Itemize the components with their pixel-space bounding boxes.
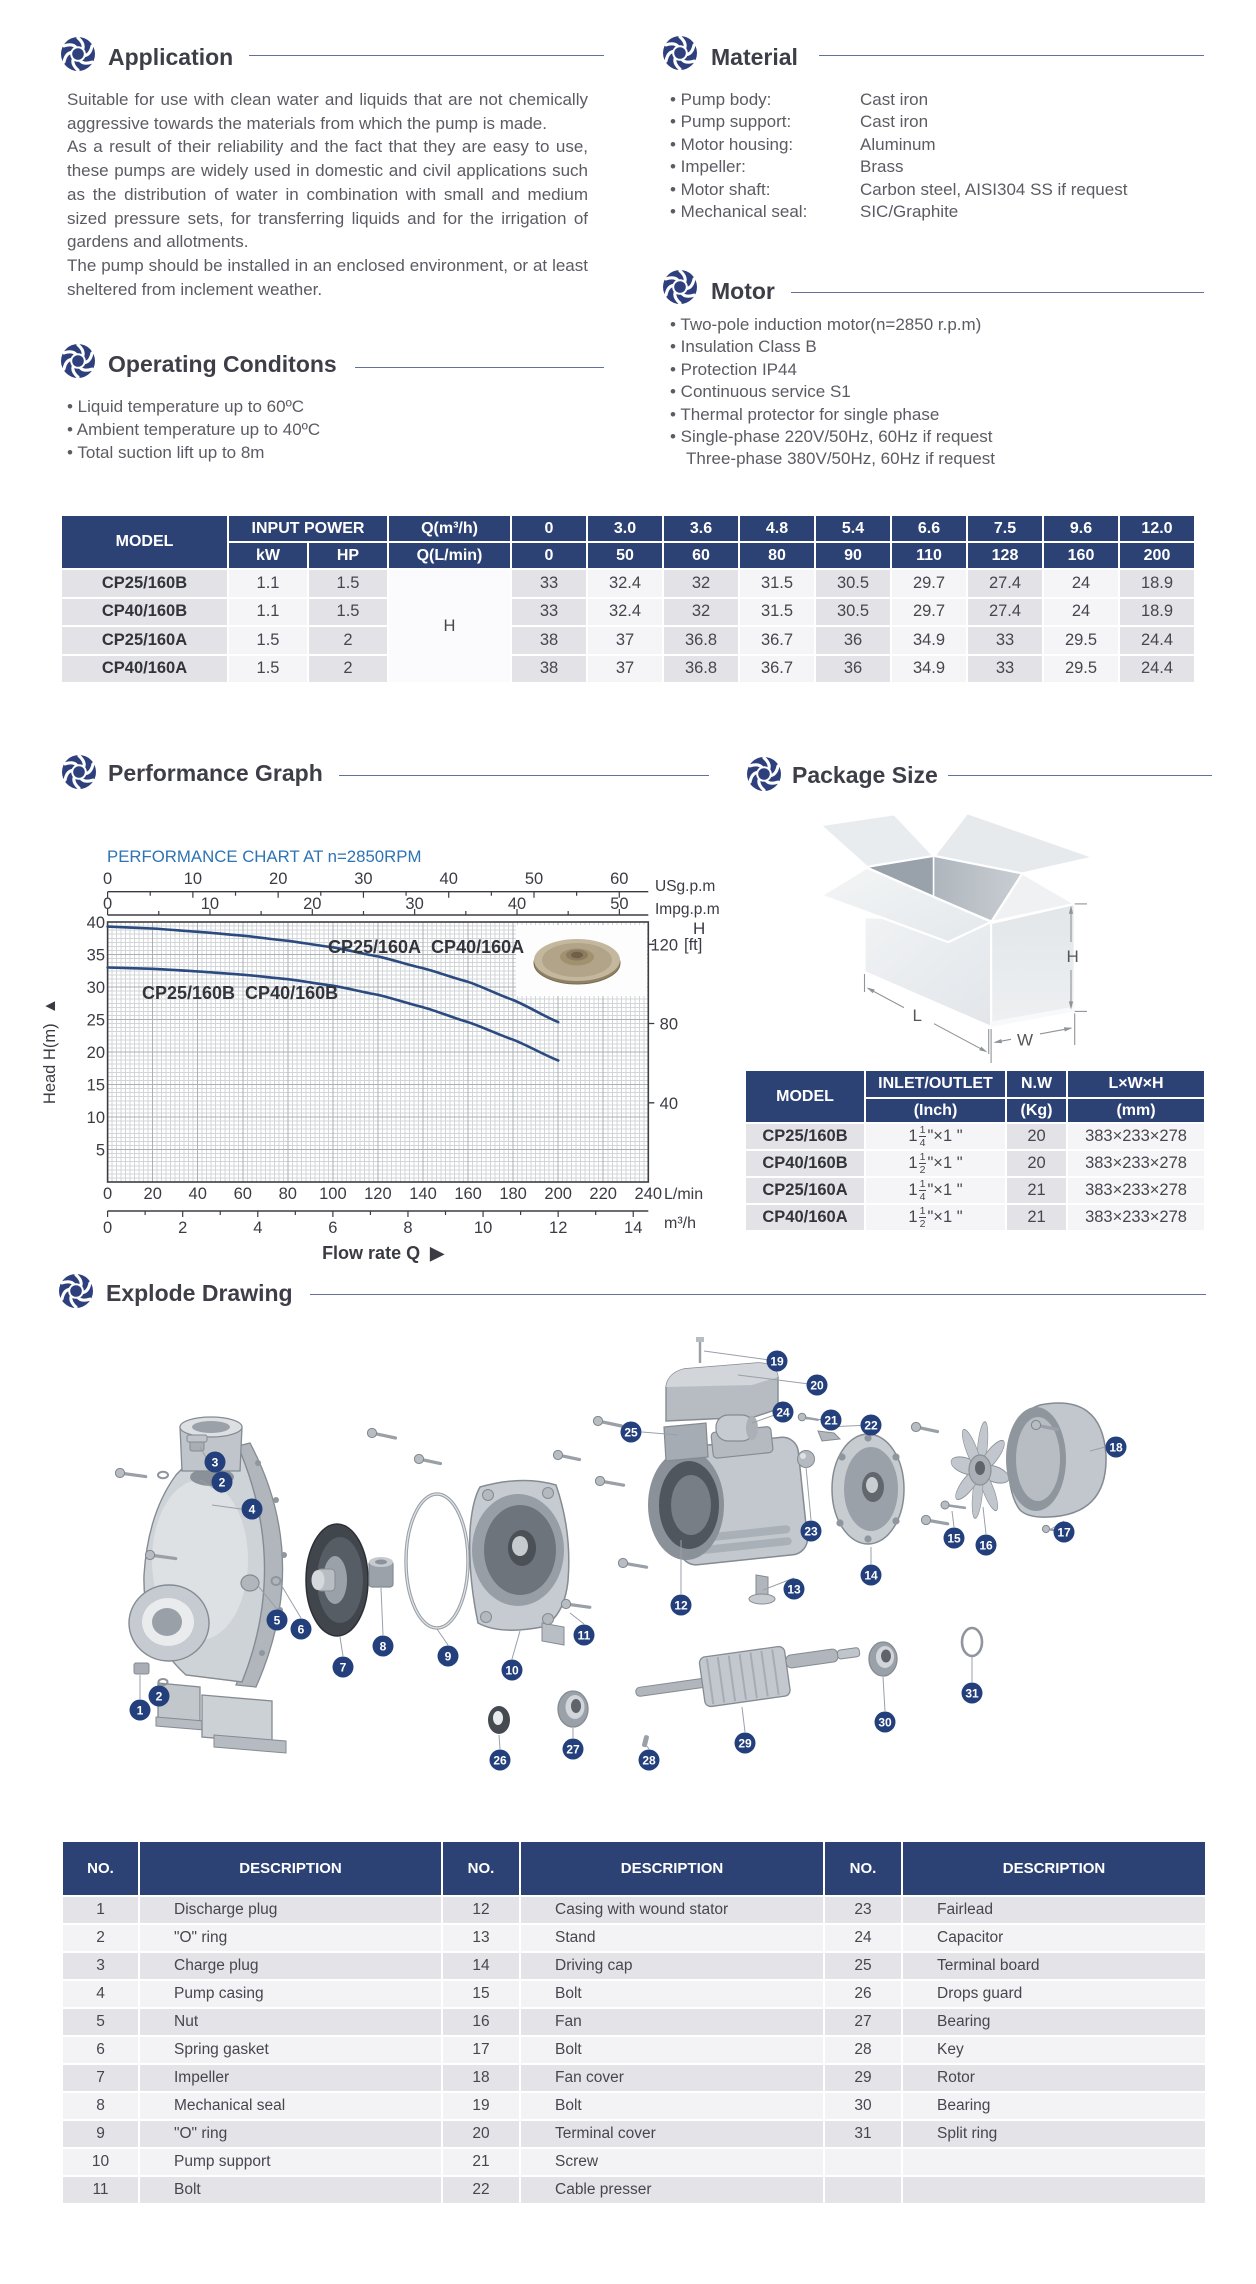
svg-text:20: 20 xyxy=(87,1044,105,1062)
svg-text:W: W xyxy=(1017,1031,1033,1050)
svg-text:9: 9 xyxy=(445,1650,452,1664)
svg-text:15: 15 xyxy=(947,1532,961,1546)
svg-text:0: 0 xyxy=(103,895,112,913)
svg-text:2: 2 xyxy=(219,1476,226,1490)
svg-text:10: 10 xyxy=(505,1664,519,1678)
svg-text:10: 10 xyxy=(474,1219,492,1237)
svg-text:25: 25 xyxy=(87,1012,105,1030)
svg-text:13: 13 xyxy=(787,1583,801,1597)
svg-text:22: 22 xyxy=(864,1419,878,1433)
svg-text:30: 30 xyxy=(87,979,105,997)
svg-text:7: 7 xyxy=(340,1661,347,1675)
svg-text:27: 27 xyxy=(566,1743,580,1757)
svg-text:14: 14 xyxy=(864,1569,878,1583)
svg-text:50: 50 xyxy=(525,870,543,888)
svg-text:40: 40 xyxy=(189,1185,207,1203)
svg-text:40: 40 xyxy=(508,895,526,913)
svg-text:USg.p.m: USg.p.m xyxy=(655,878,715,895)
svg-text:20: 20 xyxy=(144,1185,162,1203)
svg-text:CP25/160A CP40/160A: CP25/160A CP40/160A xyxy=(328,937,524,957)
svg-text:40: 40 xyxy=(87,914,105,932)
svg-text:31: 31 xyxy=(965,1687,979,1701)
svg-text:30: 30 xyxy=(405,895,423,913)
svg-text:H: H xyxy=(693,919,705,938)
svg-text:10: 10 xyxy=(201,895,219,913)
svg-text:100: 100 xyxy=(319,1185,347,1203)
svg-text:2: 2 xyxy=(156,1690,163,1704)
svg-text:4: 4 xyxy=(249,1503,256,1517)
svg-text:10: 10 xyxy=(184,870,202,888)
svg-text:25: 25 xyxy=(624,1426,638,1440)
svg-text:0: 0 xyxy=(103,870,112,888)
svg-text:35: 35 xyxy=(87,947,105,965)
svg-text:50: 50 xyxy=(610,895,628,913)
svg-text:24: 24 xyxy=(776,1406,790,1420)
svg-text:40: 40 xyxy=(440,870,458,888)
svg-text:8: 8 xyxy=(403,1219,412,1237)
svg-text:2: 2 xyxy=(178,1219,187,1237)
svg-text:6: 6 xyxy=(328,1219,337,1237)
svg-text:m³/h: m³/h xyxy=(664,1215,696,1232)
svg-text:L: L xyxy=(913,1006,922,1025)
svg-text:0: 0 xyxy=(103,1219,112,1237)
svg-text:1: 1 xyxy=(137,1704,144,1718)
svg-text:60: 60 xyxy=(234,1185,252,1203)
svg-text:L/min: L/min xyxy=(664,1186,703,1203)
svg-text:Impg.p.m: Impg.p.m xyxy=(655,901,720,918)
svg-text:15: 15 xyxy=(87,1077,105,1095)
svg-text:60: 60 xyxy=(610,870,628,888)
svg-text:[ft]: [ft] xyxy=(684,936,702,954)
svg-text:160: 160 xyxy=(454,1185,482,1203)
svg-text:28: 28 xyxy=(642,1754,656,1768)
svg-text:PERFORMANCE CHART AT n=2850RPM: PERFORMANCE CHART AT n=2850RPM xyxy=(107,847,421,866)
svg-text:29: 29 xyxy=(738,1737,752,1751)
svg-text:80: 80 xyxy=(660,1016,678,1034)
svg-text:12: 12 xyxy=(674,1599,688,1613)
svg-text:40: 40 xyxy=(660,1095,678,1113)
svg-text:200: 200 xyxy=(544,1185,572,1203)
svg-text:30: 30 xyxy=(878,1716,892,1730)
svg-text:26: 26 xyxy=(493,1754,507,1768)
svg-text:11: 11 xyxy=(578,1629,591,1643)
svg-text:12: 12 xyxy=(549,1219,567,1237)
svg-text:17: 17 xyxy=(1057,1526,1071,1540)
svg-text:20: 20 xyxy=(303,895,321,913)
svg-text:H: H xyxy=(1067,947,1079,966)
svg-text:23: 23 xyxy=(804,1525,818,1539)
svg-text:140: 140 xyxy=(409,1185,437,1203)
svg-text:120: 120 xyxy=(364,1185,392,1203)
svg-text:CP25/160B CP40/160B: CP25/160B CP40/160B xyxy=(142,983,338,1003)
svg-text:80: 80 xyxy=(279,1185,297,1203)
svg-text:5: 5 xyxy=(96,1142,105,1160)
svg-text:3: 3 xyxy=(212,1456,219,1470)
svg-text:Flow rate Q ▶: Flow rate Q ▶ xyxy=(322,1243,445,1263)
svg-text:4: 4 xyxy=(253,1219,262,1237)
svg-text:21: 21 xyxy=(824,1414,838,1428)
svg-text:16: 16 xyxy=(979,1539,993,1553)
svg-text:180: 180 xyxy=(499,1185,527,1203)
svg-text:240: 240 xyxy=(635,1185,663,1203)
svg-text:20: 20 xyxy=(810,1379,824,1393)
svg-text:220: 220 xyxy=(589,1185,617,1203)
svg-text:8: 8 xyxy=(380,1640,387,1654)
svg-text:14: 14 xyxy=(624,1219,642,1237)
svg-text:5: 5 xyxy=(274,1614,281,1628)
svg-text:10: 10 xyxy=(87,1109,105,1127)
svg-text:120: 120 xyxy=(650,936,678,954)
svg-text:0: 0 xyxy=(103,1185,112,1203)
svg-text:Head H(m) ▲: Head H(m) ▲ xyxy=(41,998,59,1104)
svg-text:19: 19 xyxy=(770,1355,784,1369)
svg-text:20: 20 xyxy=(269,870,287,888)
svg-text:6: 6 xyxy=(298,1623,305,1637)
svg-text:18: 18 xyxy=(1109,1441,1123,1455)
svg-text:30: 30 xyxy=(354,870,372,888)
